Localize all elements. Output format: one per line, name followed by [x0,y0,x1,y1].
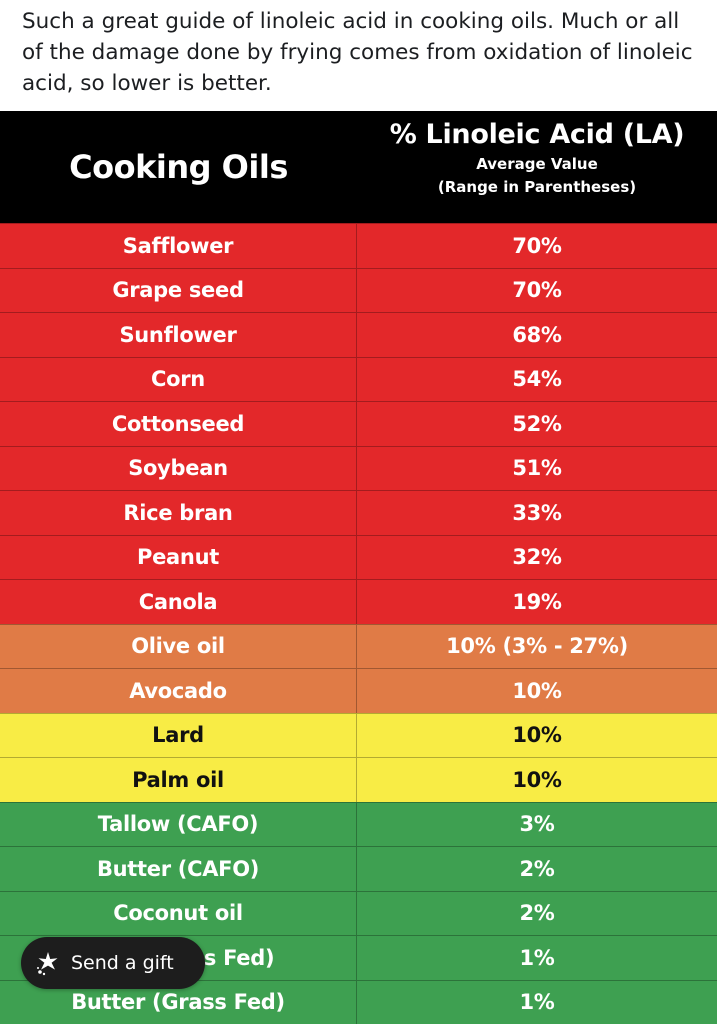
oil-name-cell: Olive oil [0,624,357,668]
la-value-cell: 1% [519,945,555,970]
header-la-subtitle-1: Average Value [476,155,598,173]
send-a-gift-label: Send a gift [71,952,174,974]
oil-name-cell: Peanut [0,535,357,579]
table-header: Cooking Oils % Linoleic Acid (LA) Averag… [0,111,717,223]
oil-name-cell: Butter (Grass Fed) [0,980,357,1024]
table-row: Tallow (CAFO) 3% [0,801,717,846]
la-value-cell: 10% [512,723,562,748]
oil-name-cell: Rice bran [0,491,357,535]
oil-name-cell: Palm oil [0,758,357,802]
header-la-subtitle-2: (Range in Parentheses) [437,178,637,196]
la-value-cell: 52% [512,411,562,436]
oil-name-cell: Butter (CAFO) [0,847,357,891]
la-value-cell: 32% [512,545,562,570]
oil-name-cell: Safflower [0,224,357,268]
gift-sparkle-icon [35,950,61,976]
table-row: Rice bran 33% [0,490,717,535]
post-text: Such a great guide of linoleic acid in c… [22,9,693,96]
oil-name-cell: Canola [0,580,357,624]
la-value-cell: 70% [512,278,562,303]
table-row: Grape seed 70% [0,267,717,312]
la-value-cell: 68% [512,322,562,347]
table-row: Safflower 70% [0,223,717,268]
la-value-cell: 33% [512,500,562,525]
header-cooking-oils: Cooking Oils [69,148,288,186]
table-row: Avocado 10% [0,668,717,713]
la-value-cell: 2% [519,856,555,881]
table-row: Soybean 51% [0,445,717,490]
la-value-cell: 10% (3% - 27%) [446,634,628,659]
table-row: Sunflower 68% [0,312,717,357]
oil-name-cell: Lard [0,713,357,757]
table-row: Canola 19% [0,579,717,624]
table-row: Olive oil 10% (3% - 27%) [0,623,717,668]
oil-name-cell: Soybean [0,446,357,490]
header-linoleic-acid: % Linoleic Acid (LA) Average Value (Rang… [357,117,717,199]
oil-name-cell: Grape seed [0,268,357,312]
oil-name-cell: Tallow (CAFO) [0,802,357,846]
oil-name-cell: Avocado [0,669,357,713]
table-row: Butter (CAFO) 2% [0,846,717,891]
table-row: Palm oil 10% [0,757,717,802]
table-row: Corn 54% [0,356,717,401]
oil-name-cell: Cottonseed [0,402,357,446]
post-image[interactable]: Cooking Oils % Linoleic Acid (LA) Averag… [0,111,717,1024]
la-value-cell: 54% [512,367,562,392]
la-value-cell: 19% [512,589,562,614]
la-value-cell: 2% [519,901,555,926]
la-value-cell: 70% [512,233,562,258]
oil-name-cell: Corn [0,357,357,401]
oil-name-cell: Coconut oil [0,891,357,935]
table-row: Peanut 32% [0,534,717,579]
la-value-cell: 10% [512,678,562,703]
table-row: Lard 10% [0,712,717,757]
la-value-cell: 3% [519,812,555,837]
send-a-gift-button[interactable]: Send a gift [21,937,205,989]
la-value-cell: 1% [519,990,555,1015]
oil-name-cell: ss Fed) [0,936,357,980]
oil-name-cell: Sunflower [0,313,357,357]
la-value-cell: 51% [512,456,562,481]
oil-table-body: Safflower 70% Grape seed 70% Sunflower 6… [0,223,717,1024]
table-row: Cottonseed 52% [0,401,717,446]
table-row: Coconut oil 2% [0,890,717,935]
la-value-cell: 10% [512,767,562,792]
header-la-title: % Linoleic Acid (LA) [389,119,685,150]
